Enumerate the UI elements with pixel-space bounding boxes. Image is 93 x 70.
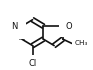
Text: Cl: Cl [28,59,37,68]
Text: N: N [11,22,18,31]
Text: CH₃: CH₃ [74,40,88,46]
Text: O: O [66,22,72,31]
